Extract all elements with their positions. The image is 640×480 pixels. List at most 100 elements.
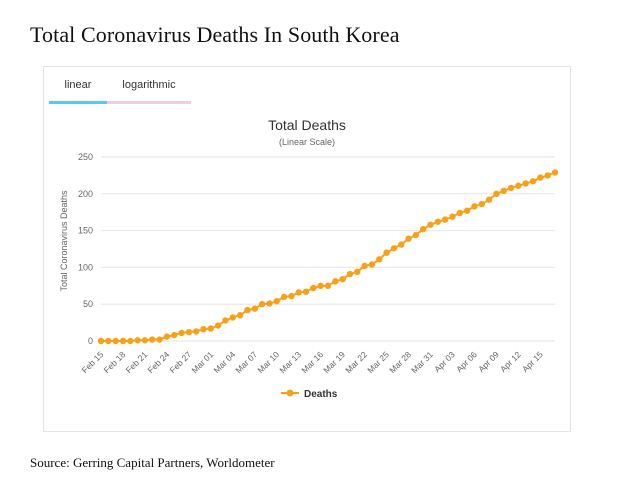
data-point (383, 249, 390, 256)
legend-label: Deaths (304, 389, 338, 400)
data-point (149, 336, 156, 343)
data-point (471, 203, 478, 210)
tab-logarithmic[interactable]: logarithmic (107, 75, 191, 104)
data-point (405, 235, 412, 242)
data-point (207, 325, 215, 332)
y-axis-ticks: 0 50 100 150 200 250 (78, 152, 93, 346)
x-tick-label: Apr 03 (432, 349, 457, 374)
data-point (141, 337, 149, 344)
data-point (266, 300, 273, 307)
data-point (134, 337, 141, 344)
data-point (163, 333, 171, 340)
data-point (127, 337, 134, 345)
source-note: Source: Gerring Capital Partners, Worldo… (30, 455, 275, 470)
data-point (288, 292, 295, 300)
data-point (214, 322, 222, 329)
x-tick-label: Mar 01 (189, 349, 215, 375)
data-point (251, 305, 258, 312)
data-point (493, 190, 500, 197)
data-point (200, 326, 207, 333)
data-point (368, 261, 376, 268)
y-tick-label: 250 (78, 152, 93, 162)
data-point (361, 262, 368, 270)
x-tick-label: Mar 22 (343, 349, 369, 375)
x-tick-label: Apr 06 (454, 349, 479, 374)
data-point (507, 184, 515, 192)
data-point (178, 329, 185, 337)
x-tick-label: Feb 15 (80, 349, 106, 375)
chart-subtitle: (Linear Scale) (279, 137, 335, 147)
data-point (441, 216, 449, 223)
data-point (317, 282, 324, 289)
x-tick-label: Feb 18 (102, 349, 128, 375)
data-point (105, 337, 112, 345)
tab-linear-label: linear (64, 79, 92, 91)
data-point (412, 231, 420, 239)
data-point (185, 328, 193, 336)
gridlines (101, 156, 555, 342)
data-point (332, 278, 339, 285)
x-tick-label: Apr 09 (476, 349, 501, 374)
data-point (295, 289, 302, 296)
y-tick-label: 50 (83, 299, 93, 309)
data-point (522, 180, 529, 187)
data-point (302, 288, 310, 295)
line-chart: Total Deaths (Linear Scale) Total Corona… (59, 117, 559, 400)
x-tick-label: Mar 25 (365, 349, 391, 375)
data-point (273, 298, 280, 305)
x-tick-label: Feb 24 (146, 349, 172, 375)
data-point (119, 337, 127, 345)
data-point (551, 169, 559, 176)
x-tick-label: Mar 28 (387, 349, 413, 375)
data-point (310, 284, 317, 292)
data-point (97, 337, 105, 345)
x-tick-label: Mar 04 (211, 349, 237, 375)
x-tick-label: Mar 10 (255, 349, 281, 375)
x-tick-label: Feb 27 (167, 349, 193, 375)
legend-marker (286, 389, 294, 397)
x-tick-label: Mar 07 (233, 349, 259, 375)
data-point (478, 200, 485, 208)
x-tick-label: Apr 12 (498, 349, 523, 374)
data-point (449, 213, 456, 220)
data-point (485, 196, 493, 203)
data-point (537, 174, 544, 181)
data-point (529, 178, 537, 185)
data-point (456, 209, 464, 217)
page-heading: Total Coronavirus Deaths In South Korea (30, 22, 400, 47)
data-point (419, 225, 427, 233)
data-point (427, 221, 434, 228)
data-point (434, 218, 442, 225)
x-tick-label: Feb 21 (124, 349, 150, 375)
y-tick-label: 0 (88, 336, 93, 346)
x-tick-label: Mar 31 (409, 349, 435, 375)
data-point (192, 328, 200, 335)
data-point (229, 314, 237, 321)
y-axis-label: Total Coronavirus Deaths (59, 190, 69, 292)
data-point (258, 301, 266, 308)
chart-title: Total Deaths (268, 117, 346, 133)
x-tick-label: Mar 16 (299, 349, 325, 375)
data-point (398, 241, 405, 248)
legend[interactable]: Deaths (281, 389, 338, 400)
data-point (324, 282, 332, 289)
y-tick-label: 200 (78, 189, 93, 199)
data-point (112, 337, 119, 345)
data-point (222, 317, 229, 324)
data-point (346, 270, 354, 278)
data-point (515, 182, 522, 189)
data-point (390, 245, 398, 252)
series-deaths (97, 169, 559, 345)
data-point (463, 207, 471, 214)
data-point (544, 172, 551, 179)
data-point (236, 312, 244, 319)
chart-container: linear logarithmic Total Deaths (Linear … (43, 66, 571, 432)
x-tick-label: Mar 13 (277, 349, 303, 375)
data-point (354, 268, 361, 276)
x-tick-label: Apr 15 (520, 349, 545, 374)
data-point (376, 256, 383, 263)
tab-linear[interactable]: linear (49, 75, 107, 104)
data-point (280, 293, 288, 301)
data-point (171, 331, 178, 339)
